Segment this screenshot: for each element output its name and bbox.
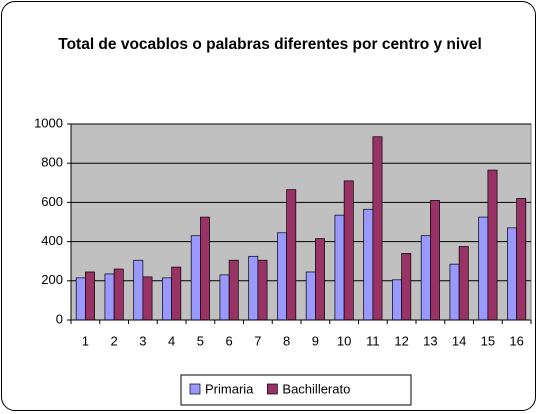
x-tick-label: 1 [82,333,89,348]
x-tick-label: 12 [394,333,408,348]
bar [85,271,95,321]
bar [420,235,431,321]
x-tick-label: 5 [197,333,204,348]
bar [516,198,527,321]
bar [487,169,498,321]
bar [133,259,144,321]
bar [392,279,402,321]
bar [257,259,268,321]
bar [343,180,354,321]
bar [104,273,115,321]
bar [430,200,440,321]
bar [171,266,182,321]
bar [507,227,517,321]
bar [75,277,86,321]
x-tick-label: 6 [226,333,233,348]
y-tick-label: 800 [41,155,63,170]
y-tick-label: 200 [41,272,63,287]
bar [401,253,412,321]
y-tick-label: 600 [41,194,63,209]
chart-title: Total de vocablos o palabras diferentes … [58,36,482,53]
x-tick-label: 14 [452,333,466,348]
x-tick-label: 13 [423,333,437,348]
x-tick-label: 10 [337,333,351,348]
legend-swatch [189,383,201,395]
bar [458,246,469,321]
bar [305,271,316,321]
x-tick-label: 4 [168,333,175,348]
bar [200,216,210,321]
y-tick-label: 0 [56,311,63,326]
x-tick-label: 9 [312,333,319,348]
x-tick-label: 2 [111,333,118,348]
bar [334,214,345,321]
x-tick-label: 16 [509,333,523,348]
x-tick-label: 3 [139,333,146,348]
bar [363,208,374,321]
bar [449,263,460,321]
bar [162,277,172,321]
legend-label: Bachillerato [282,381,350,396]
y-tick-label: 400 [41,233,63,248]
x-tick-label: 15 [481,333,495,348]
legend-label: Primaria [205,381,254,396]
legend-swatch [267,383,278,395]
bar [248,255,259,321]
x-tick-label: 8 [283,333,290,348]
bar [228,259,239,321]
y-tick-label: 1000 [34,115,63,130]
bar [190,235,201,321]
legend-box [180,374,412,406]
bar [286,189,297,321]
bar [315,238,325,321]
bar [277,232,287,321]
bar [372,136,383,321]
x-tick-label: 11 [366,333,380,348]
bar [142,276,153,321]
bar [478,216,489,321]
bar [219,274,230,321]
bar [113,268,124,321]
x-tick-label: 7 [254,333,261,348]
